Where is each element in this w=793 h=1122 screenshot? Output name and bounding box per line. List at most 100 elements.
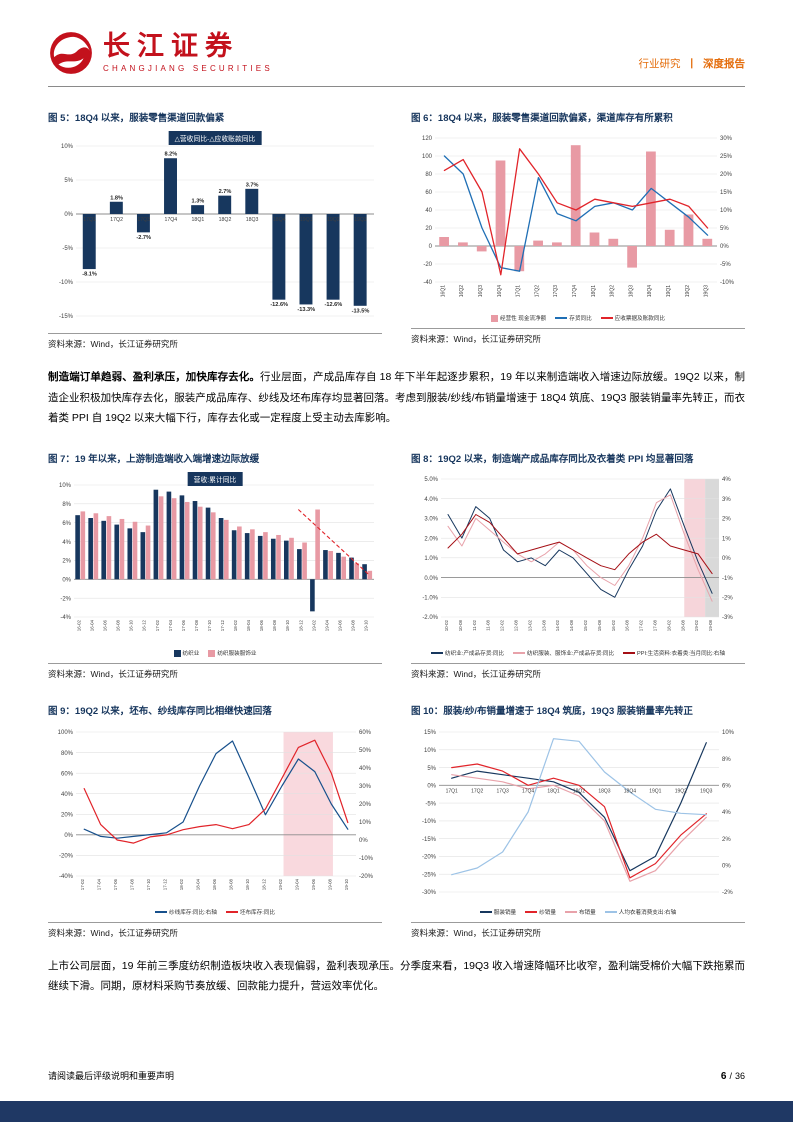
svg-text:19-02: 19-02 bbox=[311, 620, 316, 632]
svg-text:2%: 2% bbox=[722, 836, 731, 842]
svg-text:-10%: -10% bbox=[720, 281, 735, 287]
figure-9: 图 9：19Q2 以来，坯布、纱线库存同比相继快速回落 -40% -20% 0% 20… bbox=[48, 704, 382, 938]
fig7-series-chip: 营收:累计同比 bbox=[187, 472, 243, 487]
svg-text:18-08: 18-08 bbox=[272, 620, 277, 632]
figure-10-title: 图 10：服装/纱/布销量增速于 18Q4 筑底，19Q3 服装销量率先转正 bbox=[411, 706, 693, 718]
svg-text:19-08: 19-08 bbox=[350, 620, 355, 632]
svg-text:20: 20 bbox=[425, 227, 432, 233]
svg-text:-2%: -2% bbox=[722, 596, 733, 602]
svg-text:20%: 20% bbox=[720, 173, 733, 179]
svg-text:18-02: 18-02 bbox=[666, 620, 671, 632]
category-label: 行业研究 bbox=[638, 58, 681, 70]
svg-text:-30%: -30% bbox=[422, 890, 437, 896]
svg-text:-8.1%: -8.1% bbox=[82, 272, 97, 278]
paragraph-1: 制造端订单趋弱、盈利承压，加快库存去化。行业层面，产成品库存自 18 年下半年起… bbox=[48, 367, 745, 427]
fig10-legend: 服装销量 纱销量 布销量 人均衣着消费支出:右轴 bbox=[411, 908, 745, 916]
svg-text:80: 80 bbox=[425, 173, 432, 179]
svg-text:4%: 4% bbox=[722, 810, 731, 816]
figure-9-source: 资料来源：Wind，长江证券研究所 bbox=[48, 921, 382, 939]
svg-text:16-12: 16-12 bbox=[142, 620, 147, 632]
svg-text:19Q2: 19Q2 bbox=[327, 217, 340, 223]
svg-text:17Q3: 17Q3 bbox=[497, 788, 509, 794]
svg-text:-1.0%: -1.0% bbox=[422, 596, 438, 602]
legend-swatch-icon bbox=[225, 910, 238, 913]
svg-text:17Q2: 17Q2 bbox=[471, 788, 483, 794]
svg-text:15%: 15% bbox=[424, 730, 437, 736]
svg-text:-2.7%: -2.7% bbox=[136, 235, 151, 241]
svg-text:-13.5%: -13.5% bbox=[352, 309, 370, 315]
svg-text:18-02: 18-02 bbox=[233, 620, 238, 632]
svg-text:-10%: -10% bbox=[59, 281, 74, 287]
fig10-legend-item: 纱销量 bbox=[525, 908, 556, 916]
svg-text:10-08: 10-08 bbox=[458, 620, 463, 632]
svg-text:-2%: -2% bbox=[60, 596, 71, 602]
fig5-canvas: -15% -10% -5% 0% 5% 10% 17Q1 17Q2 17Q3 17Q4 18Q1 18… bbox=[59, 145, 374, 321]
svg-text:30%: 30% bbox=[359, 784, 372, 790]
svg-text:16-08: 16-08 bbox=[116, 620, 121, 632]
svg-text:14-02: 14-02 bbox=[555, 620, 560, 632]
figure-10: 图 10：服装/纱/布销量增速于 18Q4 筑底，19Q3 服装销量率先转正 -… bbox=[411, 704, 745, 938]
svg-text:15-02: 15-02 bbox=[583, 620, 588, 632]
paragraph-1-body: 行业层面，产成品库存自 18 年下半年起逐步累积，19 年以来制造端收入增速边际… bbox=[48, 371, 745, 424]
svg-text:-2%: -2% bbox=[722, 890, 733, 896]
svg-text:17-04: 17-04 bbox=[97, 878, 102, 890]
fig6-canvas: -40 -20 0 20 40 60 80 100 120 -10% -5% 0% 5% 10% 15% 20… bbox=[422, 137, 735, 298]
fig7-legend-item: 纺织服装服饰业 bbox=[208, 649, 256, 657]
svg-text:16-02: 16-02 bbox=[611, 620, 616, 632]
page-number-current: 6 bbox=[720, 1071, 727, 1082]
fig9-legend-item: 纱线库存:同比:右轴 bbox=[155, 908, 217, 916]
svg-text:1%: 1% bbox=[722, 536, 731, 542]
legend-swatch-icon bbox=[208, 649, 216, 657]
svg-text:-2.0%: -2.0% bbox=[422, 615, 438, 621]
svg-text:19Q3: 19Q3 bbox=[700, 788, 712, 794]
svg-text:-3%: -3% bbox=[722, 615, 733, 621]
brand-block: 长江证券 CHANGJIANG SECURITIES bbox=[48, 30, 273, 76]
svg-text:18Q1: 18Q1 bbox=[192, 217, 205, 223]
svg-text:40%: 40% bbox=[61, 791, 74, 797]
legend-swatch-icon bbox=[604, 910, 617, 913]
fig6-legend-item: 应收票据及账款同比 bbox=[600, 314, 665, 322]
svg-text:18-10: 18-10 bbox=[285, 620, 290, 632]
svg-text:50%: 50% bbox=[359, 748, 372, 754]
svg-text:17Q2: 17Q2 bbox=[534, 285, 540, 297]
svg-text:10%: 10% bbox=[61, 145, 74, 151]
legend-swatch-icon bbox=[479, 910, 492, 913]
svg-text:-12.6%: -12.6% bbox=[270, 303, 288, 309]
figure-8-source: 资料来源：Wind，长江证券研究所 bbox=[411, 663, 745, 680]
svg-text:19Q3: 19Q3 bbox=[354, 217, 367, 223]
svg-text:1.3%: 1.3% bbox=[192, 199, 205, 205]
svg-text:17-06: 17-06 bbox=[181, 620, 186, 632]
svg-text:18-08: 18-08 bbox=[680, 620, 685, 632]
svg-text:5.0%: 5.0% bbox=[424, 477, 438, 483]
svg-text:8%: 8% bbox=[62, 502, 71, 508]
svg-text:25%: 25% bbox=[720, 155, 733, 161]
page-number-separator: / bbox=[729, 1071, 732, 1081]
svg-text:11-02: 11-02 bbox=[472, 620, 477, 631]
figure-9-chart: -40% -20% 0% 20% 40% 60% 80% 100% -20% -10% 0% 10% 2… bbox=[48, 724, 382, 916]
svg-text:10%: 10% bbox=[720, 209, 733, 215]
svg-text:4%: 4% bbox=[62, 540, 71, 546]
svg-text:1.0%: 1.0% bbox=[424, 556, 438, 562]
svg-text:0%: 0% bbox=[722, 556, 731, 562]
svg-text:16Q2: 16Q2 bbox=[459, 285, 465, 297]
paragraph-2: 上市公司层面，19 年前三季度纺织制造板块收入表现偏弱，盈利表现承压。分季度来看… bbox=[48, 956, 745, 996]
fig7-legend: 纺织业 纺织服装服饰业 bbox=[48, 649, 382, 657]
svg-text:1.8%: 1.8% bbox=[110, 196, 123, 202]
legend-swatch-icon bbox=[513, 652, 526, 655]
svg-text:19-04: 19-04 bbox=[324, 620, 329, 632]
svg-text:-40%: -40% bbox=[59, 874, 74, 880]
legend-swatch-icon bbox=[525, 910, 538, 913]
svg-text:16Q1: 16Q1 bbox=[440, 285, 446, 297]
svg-text:15%: 15% bbox=[720, 191, 733, 197]
svg-text:16-10: 16-10 bbox=[129, 620, 134, 632]
fig9-legend: 纱线库存:同比:右轴 坯布库存:同比 bbox=[48, 908, 382, 916]
svg-text:17-02: 17-02 bbox=[639, 620, 644, 632]
fig8-legend-item: 纺织业:产成品存货:同比 bbox=[430, 649, 504, 657]
svg-text:10%: 10% bbox=[424, 747, 437, 753]
svg-text:60: 60 bbox=[425, 191, 432, 197]
svg-text:18Q4: 18Q4 bbox=[624, 788, 636, 794]
fig8-legend-item: PPI:生活资料:衣着类:当月同比:右轴 bbox=[623, 649, 725, 657]
svg-text:3.7%: 3.7% bbox=[246, 183, 259, 189]
brand-name-cn: 长江证券 bbox=[103, 31, 239, 61]
